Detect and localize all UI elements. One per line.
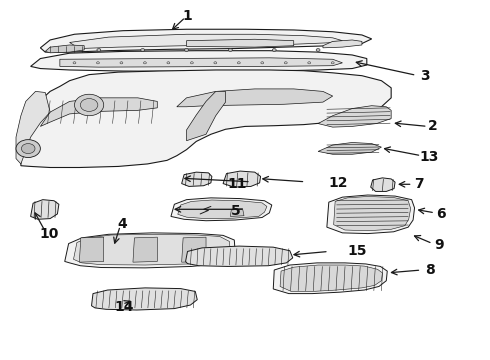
Polygon shape [186, 246, 293, 266]
Polygon shape [327, 195, 415, 234]
Circle shape [237, 62, 240, 64]
Circle shape [308, 62, 311, 64]
Polygon shape [45, 45, 84, 53]
Polygon shape [133, 237, 157, 262]
Circle shape [97, 62, 99, 64]
Text: 2: 2 [428, 120, 438, 134]
Circle shape [185, 49, 189, 51]
Polygon shape [230, 208, 244, 216]
Circle shape [144, 62, 147, 64]
Circle shape [74, 94, 104, 116]
Polygon shape [92, 288, 197, 310]
Polygon shape [79, 237, 104, 262]
Circle shape [73, 62, 76, 64]
Text: 6: 6 [437, 207, 446, 221]
Polygon shape [177, 89, 333, 107]
Polygon shape [171, 198, 272, 221]
Text: 7: 7 [415, 177, 424, 191]
Polygon shape [60, 58, 343, 67]
Polygon shape [40, 98, 157, 126]
Circle shape [214, 62, 217, 64]
Polygon shape [16, 91, 50, 164]
Text: 5: 5 [231, 204, 241, 218]
Polygon shape [182, 237, 206, 262]
Polygon shape [187, 91, 225, 141]
Polygon shape [40, 29, 372, 52]
Text: 14: 14 [115, 300, 134, 314]
Circle shape [228, 49, 232, 51]
Circle shape [167, 62, 170, 64]
Circle shape [331, 62, 334, 64]
Polygon shape [70, 34, 343, 49]
Circle shape [22, 144, 35, 154]
Text: 3: 3 [420, 69, 430, 84]
Polygon shape [323, 40, 362, 48]
Text: 8: 8 [425, 263, 435, 277]
Text: 4: 4 [117, 217, 127, 231]
Circle shape [261, 62, 264, 64]
Polygon shape [223, 171, 261, 187]
Polygon shape [187, 39, 294, 47]
Polygon shape [21, 70, 391, 167]
Text: 15: 15 [347, 244, 367, 258]
Circle shape [272, 49, 276, 51]
Circle shape [120, 62, 123, 64]
Text: 9: 9 [434, 238, 444, 252]
Circle shape [80, 99, 98, 111]
Polygon shape [30, 51, 367, 71]
Polygon shape [182, 172, 212, 186]
Text: 1: 1 [183, 9, 193, 23]
Polygon shape [74, 234, 230, 265]
Polygon shape [273, 263, 387, 294]
Polygon shape [371, 178, 395, 192]
Polygon shape [280, 265, 382, 292]
Polygon shape [318, 106, 391, 127]
Text: 10: 10 [40, 227, 59, 241]
Text: 13: 13 [419, 150, 439, 164]
Polygon shape [318, 143, 381, 154]
Circle shape [16, 140, 40, 157]
Polygon shape [30, 200, 59, 219]
Text: 12: 12 [329, 176, 348, 190]
Polygon shape [178, 200, 267, 219]
Circle shape [316, 49, 320, 51]
Polygon shape [334, 197, 411, 231]
Circle shape [191, 62, 194, 64]
Circle shape [141, 49, 145, 51]
Text: 11: 11 [227, 176, 247, 190]
Polygon shape [65, 233, 235, 268]
Circle shape [97, 49, 101, 51]
Circle shape [284, 62, 287, 64]
